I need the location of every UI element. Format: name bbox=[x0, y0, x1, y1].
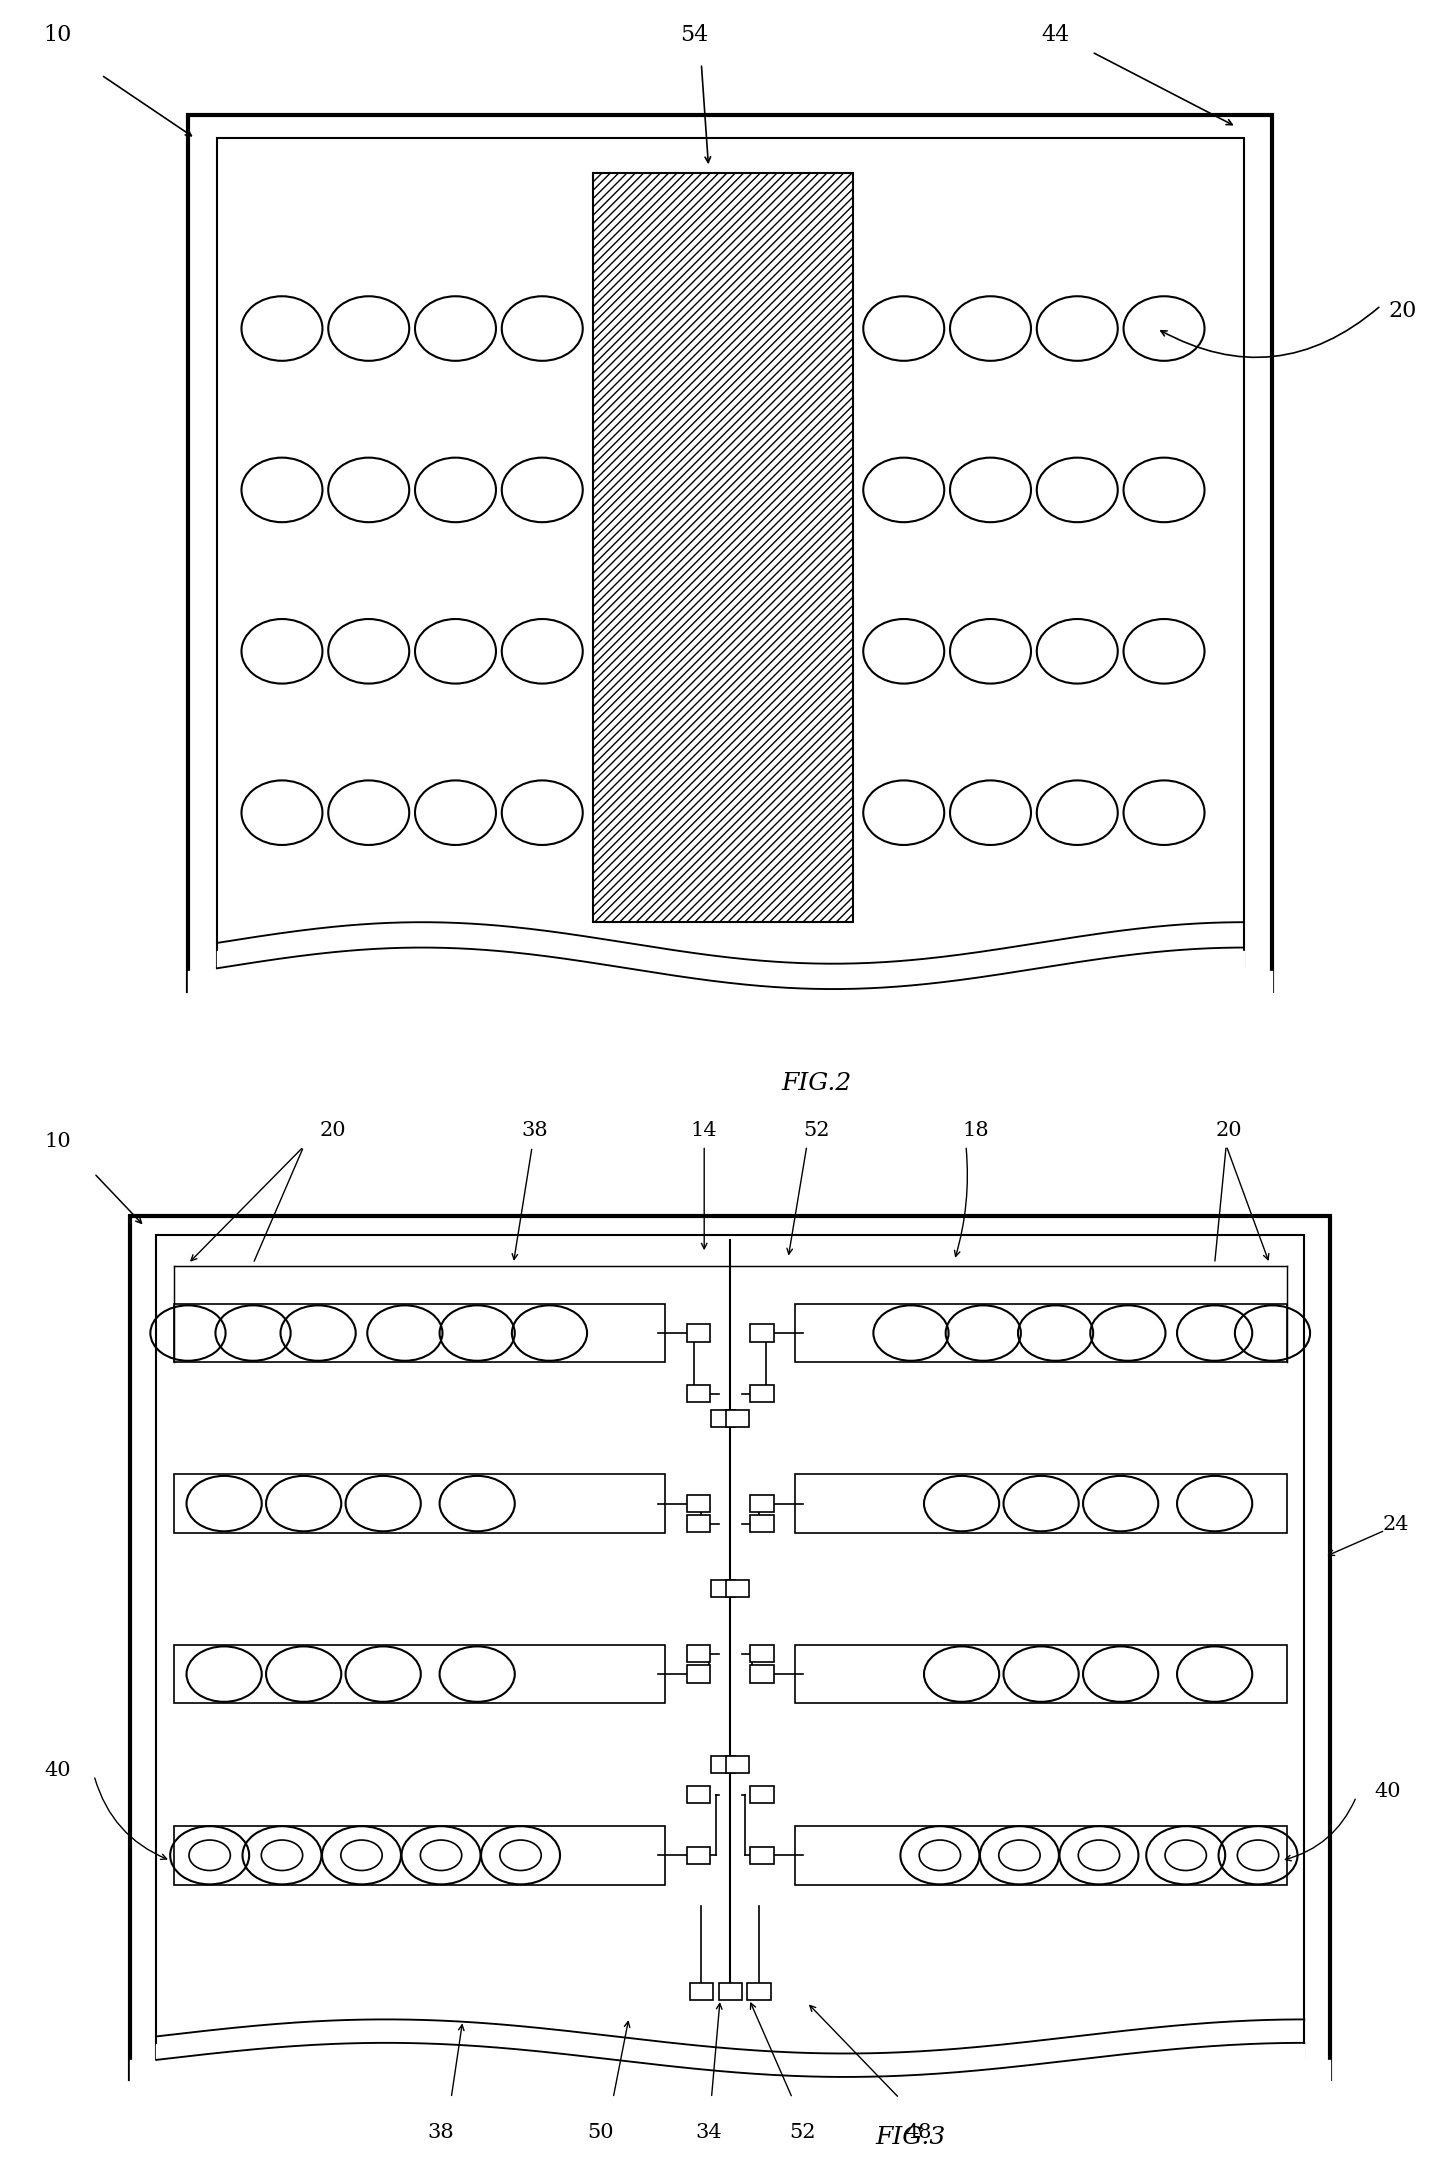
Bar bbox=[593, 174, 853, 922]
Bar bbox=[174, 1644, 665, 1703]
Bar bbox=[750, 1847, 774, 1864]
Bar bbox=[750, 1644, 774, 1662]
Bar bbox=[130, 1216, 1330, 2079]
Bar bbox=[750, 1494, 774, 1512]
Bar bbox=[748, 1984, 771, 1999]
Bar bbox=[795, 1827, 1287, 1884]
Bar bbox=[726, 1581, 749, 1596]
Bar bbox=[750, 1325, 774, 1342]
Text: 38: 38 bbox=[428, 2123, 454, 2142]
Bar bbox=[750, 1666, 774, 1683]
Text: 50: 50 bbox=[587, 2123, 613, 2142]
Bar bbox=[687, 1644, 710, 1662]
Text: 20: 20 bbox=[320, 1120, 346, 1140]
Bar bbox=[188, 115, 1272, 992]
Text: 20: 20 bbox=[1388, 300, 1417, 322]
Text: 40: 40 bbox=[45, 1760, 71, 1779]
Bar bbox=[687, 1786, 710, 1803]
Bar bbox=[750, 1786, 774, 1803]
Bar bbox=[687, 1666, 710, 1683]
Bar bbox=[711, 1409, 735, 1427]
Text: 14: 14 bbox=[691, 1120, 717, 1140]
Text: FIG.3: FIG.3 bbox=[876, 2127, 946, 2149]
Text: 34: 34 bbox=[696, 2123, 722, 2142]
Text: FIG.2: FIG.2 bbox=[782, 1072, 852, 1094]
Text: 18: 18 bbox=[963, 1120, 989, 1140]
Text: 40: 40 bbox=[1375, 1781, 1401, 1801]
Bar bbox=[711, 1755, 735, 1773]
Text: 38: 38 bbox=[522, 1120, 548, 1140]
Bar bbox=[795, 1303, 1287, 1362]
Bar bbox=[726, 1755, 749, 1773]
Bar bbox=[687, 1385, 710, 1403]
Bar bbox=[750, 1385, 774, 1403]
Bar bbox=[174, 1475, 665, 1533]
Bar bbox=[750, 1516, 774, 1533]
Text: 52: 52 bbox=[804, 1120, 830, 1140]
Text: 10: 10 bbox=[45, 1131, 71, 1151]
Text: 48: 48 bbox=[905, 2123, 931, 2142]
Bar bbox=[687, 1494, 710, 1512]
Bar bbox=[174, 1827, 665, 1884]
Bar bbox=[174, 1303, 665, 1362]
Text: 10: 10 bbox=[43, 24, 72, 46]
Bar bbox=[726, 1409, 749, 1427]
Text: 44: 44 bbox=[1041, 24, 1070, 46]
Text: 20: 20 bbox=[1216, 1120, 1242, 1140]
Bar bbox=[690, 1984, 713, 1999]
Bar bbox=[719, 1984, 742, 1999]
Bar bbox=[795, 1475, 1287, 1533]
Text: 24: 24 bbox=[1382, 1516, 1408, 1533]
Bar bbox=[156, 1235, 1304, 2060]
Text: 54: 54 bbox=[680, 24, 709, 46]
Bar bbox=[795, 1644, 1287, 1703]
Bar bbox=[711, 1581, 735, 1596]
Bar bbox=[217, 139, 1244, 968]
Text: 52: 52 bbox=[790, 2123, 816, 2142]
Bar bbox=[687, 1847, 710, 1864]
Bar bbox=[687, 1325, 710, 1342]
Bar bbox=[687, 1516, 710, 1533]
